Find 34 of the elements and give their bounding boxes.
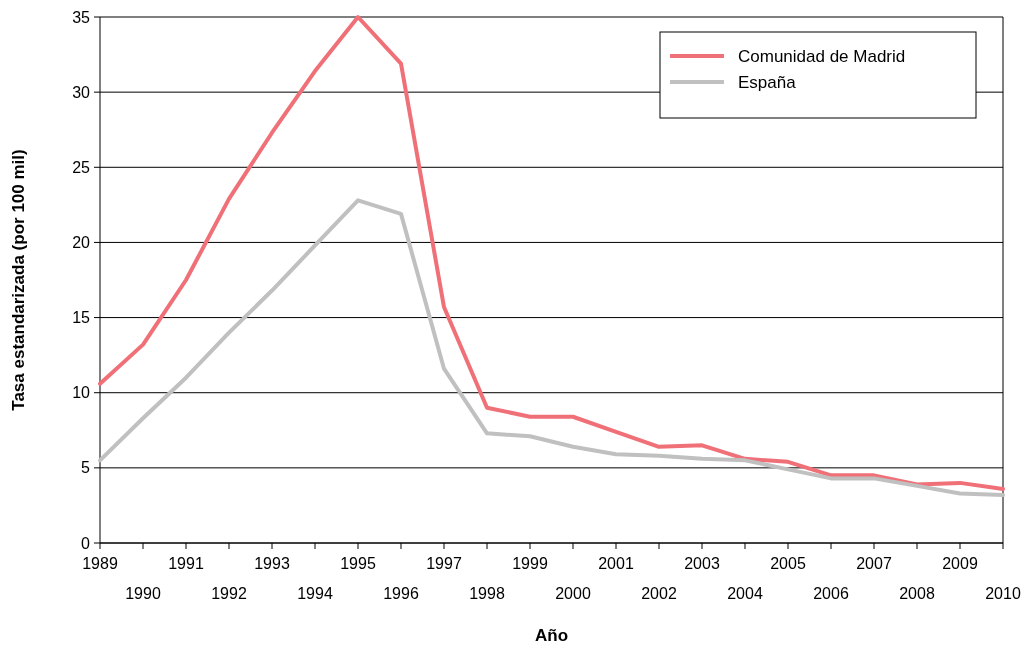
- x-tick-label: 1992: [211, 585, 247, 602]
- x-tick-label: 2010: [985, 585, 1021, 602]
- x-tick-label: 2001: [598, 555, 634, 572]
- x-tick-label: 1994: [297, 585, 333, 602]
- y-tick-label: 20: [72, 234, 91, 252]
- x-tick-label: 1999: [512, 555, 548, 572]
- x-tick-label: 2003: [684, 555, 720, 572]
- x-tick-label: 1990: [125, 585, 161, 602]
- y-tick-label: 10: [72, 384, 91, 402]
- y-tick-label: 30: [72, 83, 91, 101]
- x-tick-label: 2004: [727, 585, 763, 602]
- y-tick-label: 15: [72, 309, 91, 327]
- x-tick-label: 2006: [813, 585, 849, 602]
- y-tick-label: 0: [81, 534, 91, 552]
- x-tick-label: 1995: [340, 555, 376, 572]
- y-tick-label: 5: [81, 459, 91, 477]
- x-tick-label: 2002: [641, 585, 677, 602]
- y-tick-label: 25: [72, 158, 91, 176]
- x-tick-label: 1996: [383, 585, 419, 602]
- legend-label: Comunidad de Madrid: [738, 46, 906, 66]
- x-axis-title: Año: [534, 626, 569, 645]
- x-tick-label: 2009: [942, 555, 978, 572]
- x-tick-label: 1989: [82, 555, 118, 572]
- x-tick-label: 2008: [899, 585, 935, 602]
- legend-label: España: [738, 72, 797, 92]
- y-tick-label: 35: [72, 8, 91, 26]
- x-tick-label: 1991: [168, 555, 204, 572]
- x-tick-label: 1998: [469, 585, 505, 602]
- y-axis-title: Tasa estandarizada (por 100 mil): [9, 149, 28, 411]
- x-tick-label: 2005: [770, 555, 806, 572]
- x-tick-label: 1997: [426, 555, 462, 572]
- x-tick-label: 2000: [555, 585, 591, 602]
- x-tick-label: 1993: [254, 555, 290, 572]
- x-tick-label: 2007: [856, 555, 892, 572]
